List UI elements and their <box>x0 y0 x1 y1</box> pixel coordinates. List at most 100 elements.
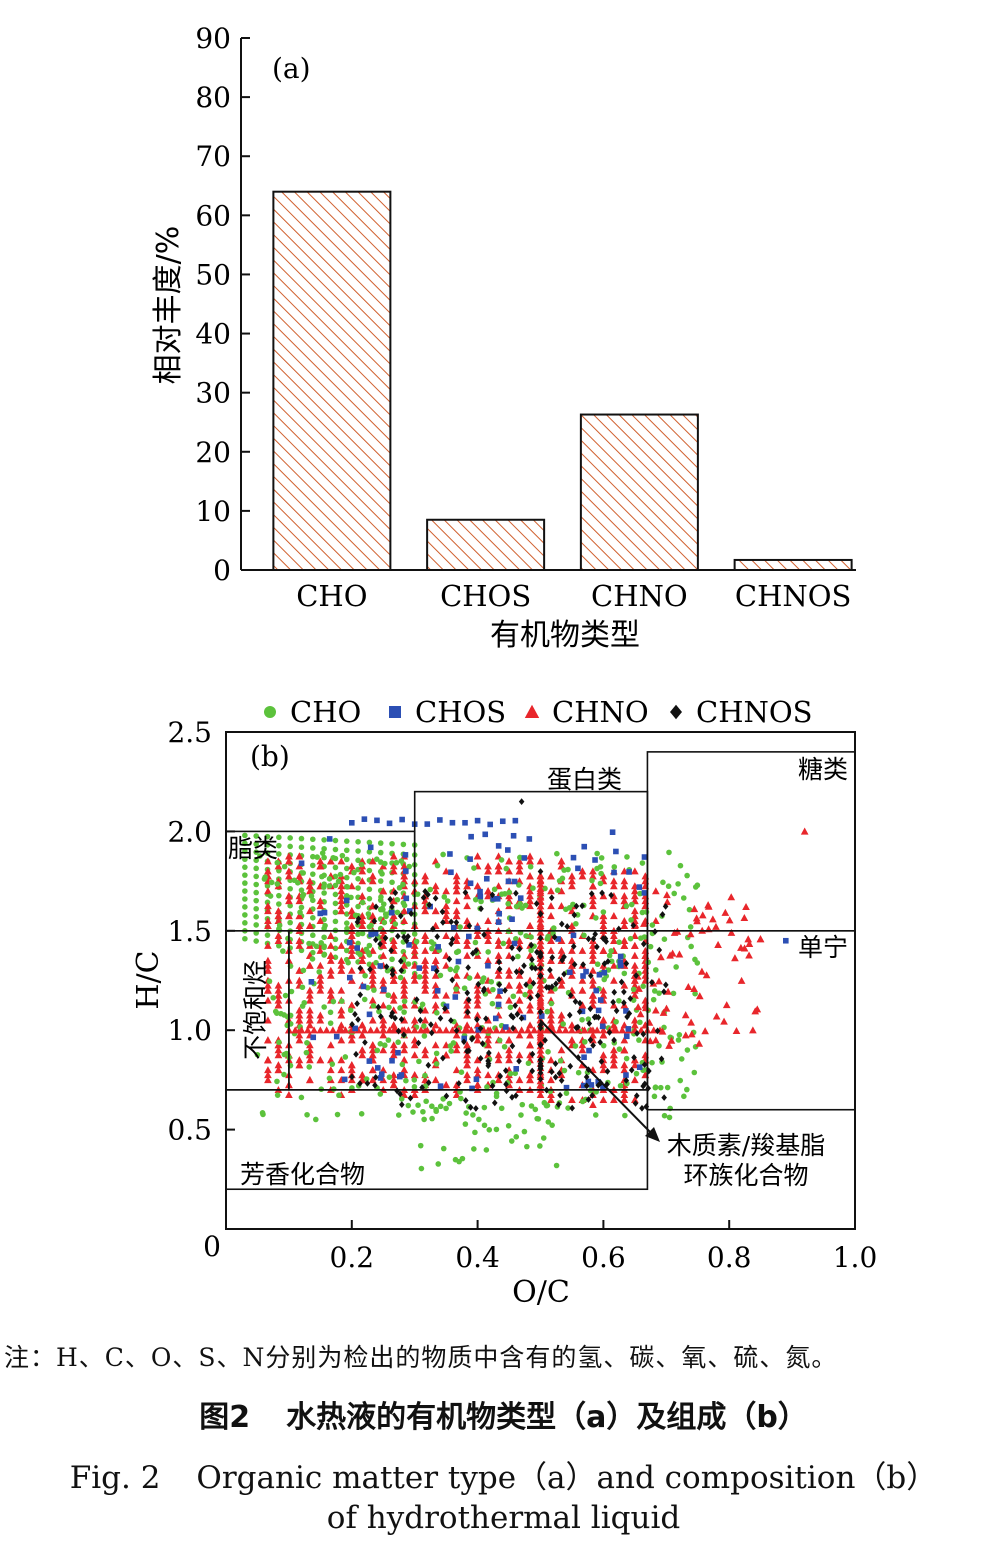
scatter-point <box>316 857 325 865</box>
scatter-point <box>285 912 293 920</box>
scatter-point <box>431 956 440 964</box>
scatter-point <box>349 820 355 826</box>
scatter-point <box>381 986 387 993</box>
scatter-point <box>599 986 608 994</box>
scatter-point <box>486 1049 492 1057</box>
scatter-point <box>448 1026 457 1034</box>
scatter-point <box>466 933 472 940</box>
scatter-point <box>448 1048 454 1054</box>
scatter-point <box>326 857 335 865</box>
scatter-point <box>316 862 325 870</box>
scatter-point <box>463 882 471 890</box>
scatter-point <box>463 1051 471 1059</box>
scatter-point <box>589 946 597 954</box>
b-legend: CHO CHOS CHNO CHNOS <box>264 695 813 729</box>
scatter-point <box>388 1012 395 1020</box>
scatter-point <box>631 976 639 984</box>
scatter-point <box>488 979 495 985</box>
scatter-point <box>361 996 368 1003</box>
scatter-point <box>429 945 435 952</box>
scatter-point <box>253 865 259 872</box>
scatter-point <box>473 1076 480 1083</box>
figure-note: 注：H、C、O、S、N分别为检出的物质中含有的氢、碳、氧、硫、氮。 <box>4 1343 838 1372</box>
scatter-point <box>586 1047 592 1054</box>
scatter-point <box>528 934 534 940</box>
scatter-point <box>515 936 524 944</box>
scatter-point <box>547 971 555 979</box>
scatter-point <box>463 951 471 959</box>
scatter-point <box>463 902 471 910</box>
scatter-point <box>406 942 412 948</box>
scatter-point <box>401 902 408 909</box>
scatter-point <box>310 932 316 939</box>
scatter-point <box>692 990 698 997</box>
b-scatter-points <box>242 798 809 1172</box>
scatter-point <box>556 878 563 884</box>
scatter-point <box>298 887 305 893</box>
scatter-point <box>306 1041 314 1049</box>
scatter-point <box>400 986 409 994</box>
scatter-point <box>483 1015 489 1023</box>
scatter-point <box>527 984 533 990</box>
scatter-point <box>527 863 534 870</box>
scatter-point <box>640 940 647 948</box>
scatter-point <box>469 1034 476 1042</box>
scatter-point <box>593 1026 601 1034</box>
scatter-point <box>601 960 608 968</box>
scatter-point <box>666 1114 673 1121</box>
scatter-point <box>416 974 423 980</box>
scatter-point <box>493 1090 500 1097</box>
scatter-point <box>536 1029 545 1037</box>
scatter-point <box>242 864 248 870</box>
scatter-point <box>452 931 461 939</box>
scatter-point <box>264 921 272 930</box>
scatter-point <box>452 887 461 895</box>
scatter-point <box>541 1099 548 1106</box>
scatter-point <box>431 1041 440 1049</box>
a-x-tick-label-chos: CHOS <box>440 579 531 613</box>
scatter-point <box>274 1051 283 1059</box>
scatter-point <box>568 1095 576 1103</box>
scatter-point <box>627 935 634 942</box>
scatter-point <box>661 936 668 942</box>
scatter-point <box>536 1081 545 1089</box>
scatter-point <box>636 1037 642 1043</box>
scatter-point <box>558 1077 565 1084</box>
scatter-point <box>354 1000 360 1007</box>
scatter-point <box>268 879 275 886</box>
scatter-point <box>568 882 576 890</box>
b-x-tick-label: 0.2 <box>330 1241 375 1274</box>
scatter-point <box>473 1105 479 1112</box>
scatter-point <box>477 1025 484 1032</box>
scatter-point <box>242 888 248 894</box>
scatter-point <box>620 882 629 890</box>
scatter-point <box>326 876 333 882</box>
scatter-point <box>314 854 320 860</box>
scatter-point <box>449 935 456 943</box>
scatter-point <box>518 798 525 805</box>
scatter-point <box>515 1076 524 1084</box>
scatter-point <box>526 1021 534 1029</box>
scatter-point <box>547 986 555 994</box>
scatter-point <box>467 1103 474 1111</box>
scatter-point <box>358 867 367 875</box>
scatter-point <box>485 962 491 969</box>
scatter-point <box>310 836 316 843</box>
scatter-point <box>379 1046 388 1054</box>
lignin-callout-arrowhead <box>645 1127 660 1142</box>
scatter-point <box>635 984 643 992</box>
scatter-point <box>474 817 481 824</box>
scatter-point <box>494 1056 503 1064</box>
scatter-point <box>449 819 456 826</box>
scatter-point <box>510 1013 516 1021</box>
scatter-point <box>274 991 283 999</box>
b-origin-label: 0 <box>203 1230 221 1263</box>
scatter-point <box>597 997 604 1003</box>
scatter-point <box>406 863 413 870</box>
scatter-point <box>536 915 545 923</box>
scatter-point <box>417 1026 425 1034</box>
scatter-point <box>509 916 515 923</box>
scatter-point <box>274 936 283 944</box>
scatter-point <box>687 1030 696 1038</box>
scatter-point <box>358 877 367 885</box>
